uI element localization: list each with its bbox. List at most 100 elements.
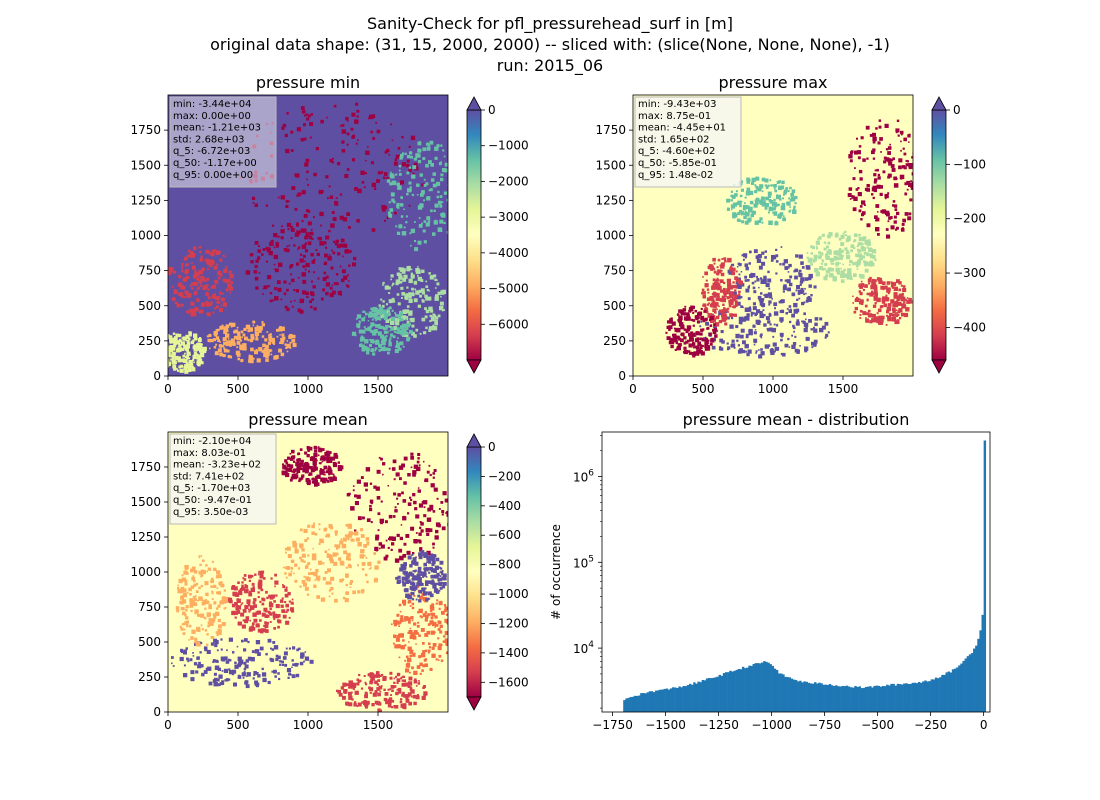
histogram-bar bbox=[739, 669, 743, 712]
histogram-bar bbox=[731, 671, 734, 712]
histogram-bar bbox=[767, 662, 770, 712]
histogram-bar bbox=[881, 686, 885, 712]
histogram-bar bbox=[814, 682, 817, 712]
histogram-bar bbox=[843, 686, 847, 712]
x-tick-label: −500 bbox=[861, 718, 894, 732]
y-tick-label: 1250 bbox=[595, 193, 626, 207]
histogram-bar bbox=[867, 686, 870, 712]
x-tick-label: 0 bbox=[164, 718, 172, 732]
histogram-panel: pressure mean - distribution −1750 −1500 −1… bbox=[549, 410, 991, 732]
y-tick-label: 250 bbox=[138, 334, 161, 348]
y-tick-label: 250 bbox=[603, 334, 626, 348]
histogram-bar bbox=[718, 674, 722, 712]
histogram-bar bbox=[928, 681, 931, 712]
x-tick-label: 1500 bbox=[363, 718, 394, 732]
y-tick-label: 250 bbox=[138, 670, 161, 684]
histogram-bar bbox=[782, 674, 785, 712]
histogram-bar bbox=[890, 683, 893, 712]
stats-line: mean: -3.23e+02 bbox=[173, 460, 261, 471]
histogram-bar bbox=[748, 665, 751, 712]
y-tick-label: 1500 bbox=[130, 158, 161, 172]
colorbar-gradient bbox=[931, 109, 947, 361]
histogram-bar bbox=[754, 663, 758, 712]
histogram-bar bbox=[678, 686, 681, 712]
histogram-bar bbox=[642, 693, 645, 712]
colorbar: 0 −1000 −2000 −3000 −4000 −5000 −6000 bbox=[466, 96, 529, 374]
colorbar-tick-label: −200 bbox=[488, 469, 521, 483]
histogram-bar bbox=[797, 681, 800, 712]
colorbar-tick-label: −2000 bbox=[488, 174, 529, 188]
histogram-bar bbox=[623, 700, 626, 712]
histogram-bar bbox=[920, 682, 923, 712]
y-tick-label: 1500 bbox=[595, 158, 626, 172]
histogram-bar bbox=[807, 682, 811, 712]
histogram-bar bbox=[930, 679, 934, 712]
histogram-bar bbox=[886, 684, 889, 712]
histogram-bar bbox=[854, 685, 857, 712]
histogram-bar bbox=[669, 688, 673, 712]
histogram-bar bbox=[652, 692, 656, 712]
colorbar-tick-label: 0 bbox=[488, 103, 496, 117]
x-tick-label: −750 bbox=[808, 718, 841, 732]
heatmap-panel-2: pressure max 0 500 1000 1500 0 250 500 750 1000 12… bbox=[595, 73, 986, 396]
x-tick-label: −1250 bbox=[698, 718, 739, 732]
colorbar-tick-label: −1000 bbox=[488, 139, 529, 153]
y-axis-label: # of occurrence bbox=[549, 524, 563, 620]
histogram-bar bbox=[966, 656, 970, 712]
histogram-bar bbox=[735, 669, 738, 712]
colorbar-extend-bottom bbox=[466, 696, 482, 711]
stats-line: std: 1.65e+02 bbox=[638, 134, 710, 145]
histogram-bar bbox=[970, 653, 974, 712]
x-tick-label: 1000 bbox=[293, 382, 324, 396]
histogram-bar bbox=[932, 679, 936, 712]
histogram-bar bbox=[964, 658, 967, 712]
y-tick-label: 1000 bbox=[595, 229, 626, 243]
histogram-bar bbox=[888, 685, 891, 712]
panel-title: pressure min bbox=[256, 73, 360, 92]
histogram-bar bbox=[644, 693, 647, 712]
x-tick-label: 1000 bbox=[293, 718, 324, 732]
histogram-bar bbox=[695, 683, 698, 712]
histogram-bar bbox=[686, 685, 690, 712]
colorbar-tick-label: −6000 bbox=[488, 317, 529, 331]
histogram-bar bbox=[733, 670, 736, 712]
histogram-bar bbox=[896, 683, 900, 712]
axes-frame bbox=[601, 431, 991, 713]
histogram-bar bbox=[708, 678, 711, 712]
histogram-bar bbox=[691, 684, 694, 712]
y-tick-label: 0 bbox=[153, 369, 161, 383]
y-tick-label: 1000 bbox=[130, 229, 161, 243]
histogram-bar bbox=[705, 678, 709, 712]
y-tick-label: 104 bbox=[573, 640, 594, 656]
heatmap-panel-1: pressure min 0 500 1000 1500 0 250 500 750 1000 12… bbox=[130, 73, 528, 396]
x-tick-label: 1000 bbox=[758, 382, 789, 396]
histogram-bar bbox=[805, 681, 808, 712]
histogram-bar bbox=[869, 686, 872, 712]
stats-line: q_5: -6.72e+03 bbox=[173, 146, 250, 157]
histogram-bar bbox=[960, 663, 963, 712]
y-tick-label: 500 bbox=[603, 299, 626, 313]
y-tick-label: 750 bbox=[138, 600, 161, 614]
histogram-bar bbox=[822, 684, 825, 712]
stats-line: std: 2.68e+03 bbox=[173, 134, 245, 145]
histogram-bar bbox=[839, 686, 842, 712]
histogram-bar bbox=[837, 686, 840, 712]
histogram-bar bbox=[722, 673, 726, 712]
histogram-bar bbox=[833, 685, 836, 712]
stats-line: q_50: -5.85e-01 bbox=[638, 158, 717, 169]
histogram-bar bbox=[936, 678, 940, 712]
histogram-bar bbox=[953, 668, 957, 712]
stats-line: max: 8.75e-01 bbox=[638, 111, 711, 122]
figure-title-line-3: run: 2015_06 bbox=[496, 56, 604, 75]
histogram-bar bbox=[909, 683, 912, 712]
y-tick-label: 750 bbox=[138, 264, 161, 278]
y-tick-label: 0 bbox=[153, 705, 161, 719]
colorbar-tick-label: 0 bbox=[953, 103, 961, 117]
histogram-bar bbox=[830, 685, 834, 712]
panel-title: pressure mean - distribution bbox=[683, 410, 910, 429]
y-tick-label: 750 bbox=[603, 264, 626, 278]
histogram-bar bbox=[913, 682, 917, 712]
histogram-bar bbox=[858, 686, 861, 712]
